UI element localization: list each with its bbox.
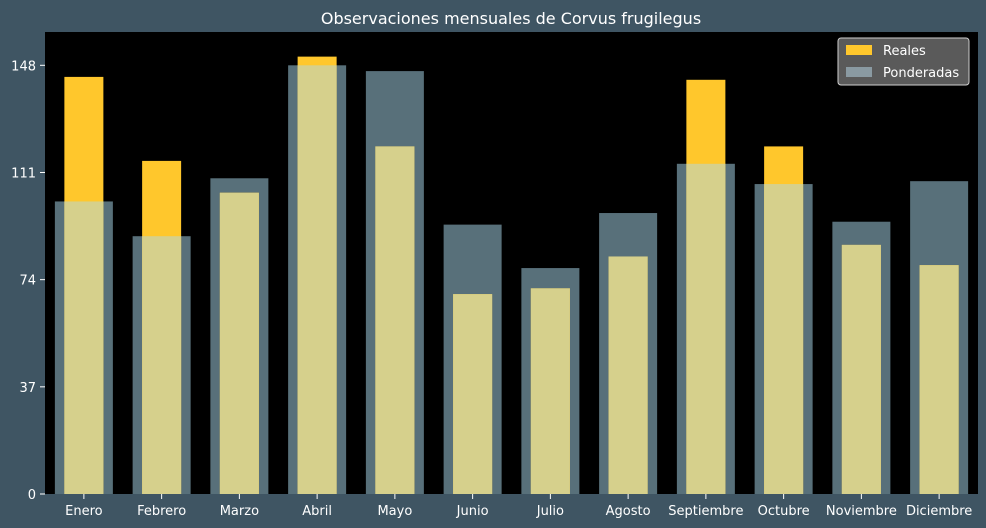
x-tick-label: Abril [302,504,332,519]
bar-overlap-junio [453,294,493,494]
x-tick-label: Septiembre [668,504,743,519]
x-tick-label: Mayo [377,504,412,519]
bar-overlap-marzo [219,192,259,495]
plot-area [45,32,978,494]
bar-overlap-julio [530,288,570,494]
bar-overlap-noviembre [841,244,881,494]
y-tick-label: 74 [19,274,36,289]
x-tick-label: Agosto [606,504,651,519]
y-tick-label: 111 [11,166,36,181]
x-tick-label: Julio [536,504,564,519]
y-tick-label: 37 [19,381,36,396]
x-tick-label: Enero [65,504,103,519]
chart-title: Observaciones mensuales de Corvus frugil… [321,9,701,28]
overlay-series [64,65,959,495]
x-tick-label: Marzo [220,504,259,519]
legend-swatch-ponderadas [846,67,872,77]
legend-label-ponderadas: Ponderadas [883,66,959,81]
x-tick-label: Octubre [758,504,810,519]
x-tick-label: Noviembre [826,504,897,519]
bar-overlap-mayo [375,146,415,494]
x-tick-label: Febrero [137,504,186,519]
bar-overlap-febrero [142,236,182,494]
y-axis: 0 37 74 111 148 [11,59,45,503]
y-tick-label: 0 [28,488,36,503]
y-tick-label: 148 [11,59,36,74]
bar-overlap-diciembre [919,265,959,494]
bar-overlap-octubre [764,184,804,494]
x-tick-label: Diciembre [906,504,972,519]
legend-label-reales: Reales [883,44,926,59]
bar-overlap-agosto [608,256,648,494]
x-tick-label: Junio [456,504,489,519]
legend: Reales Ponderadas [837,37,970,86]
legend-swatch-reales [846,45,872,55]
bar-overlap-enero [64,201,104,494]
bar-overlap-septiembre [686,163,726,495]
x-axis: Enero Febrero Marzo Abril Mayo Junio Julio Agos… [65,494,972,519]
bar-overlap-abril [297,65,337,494]
